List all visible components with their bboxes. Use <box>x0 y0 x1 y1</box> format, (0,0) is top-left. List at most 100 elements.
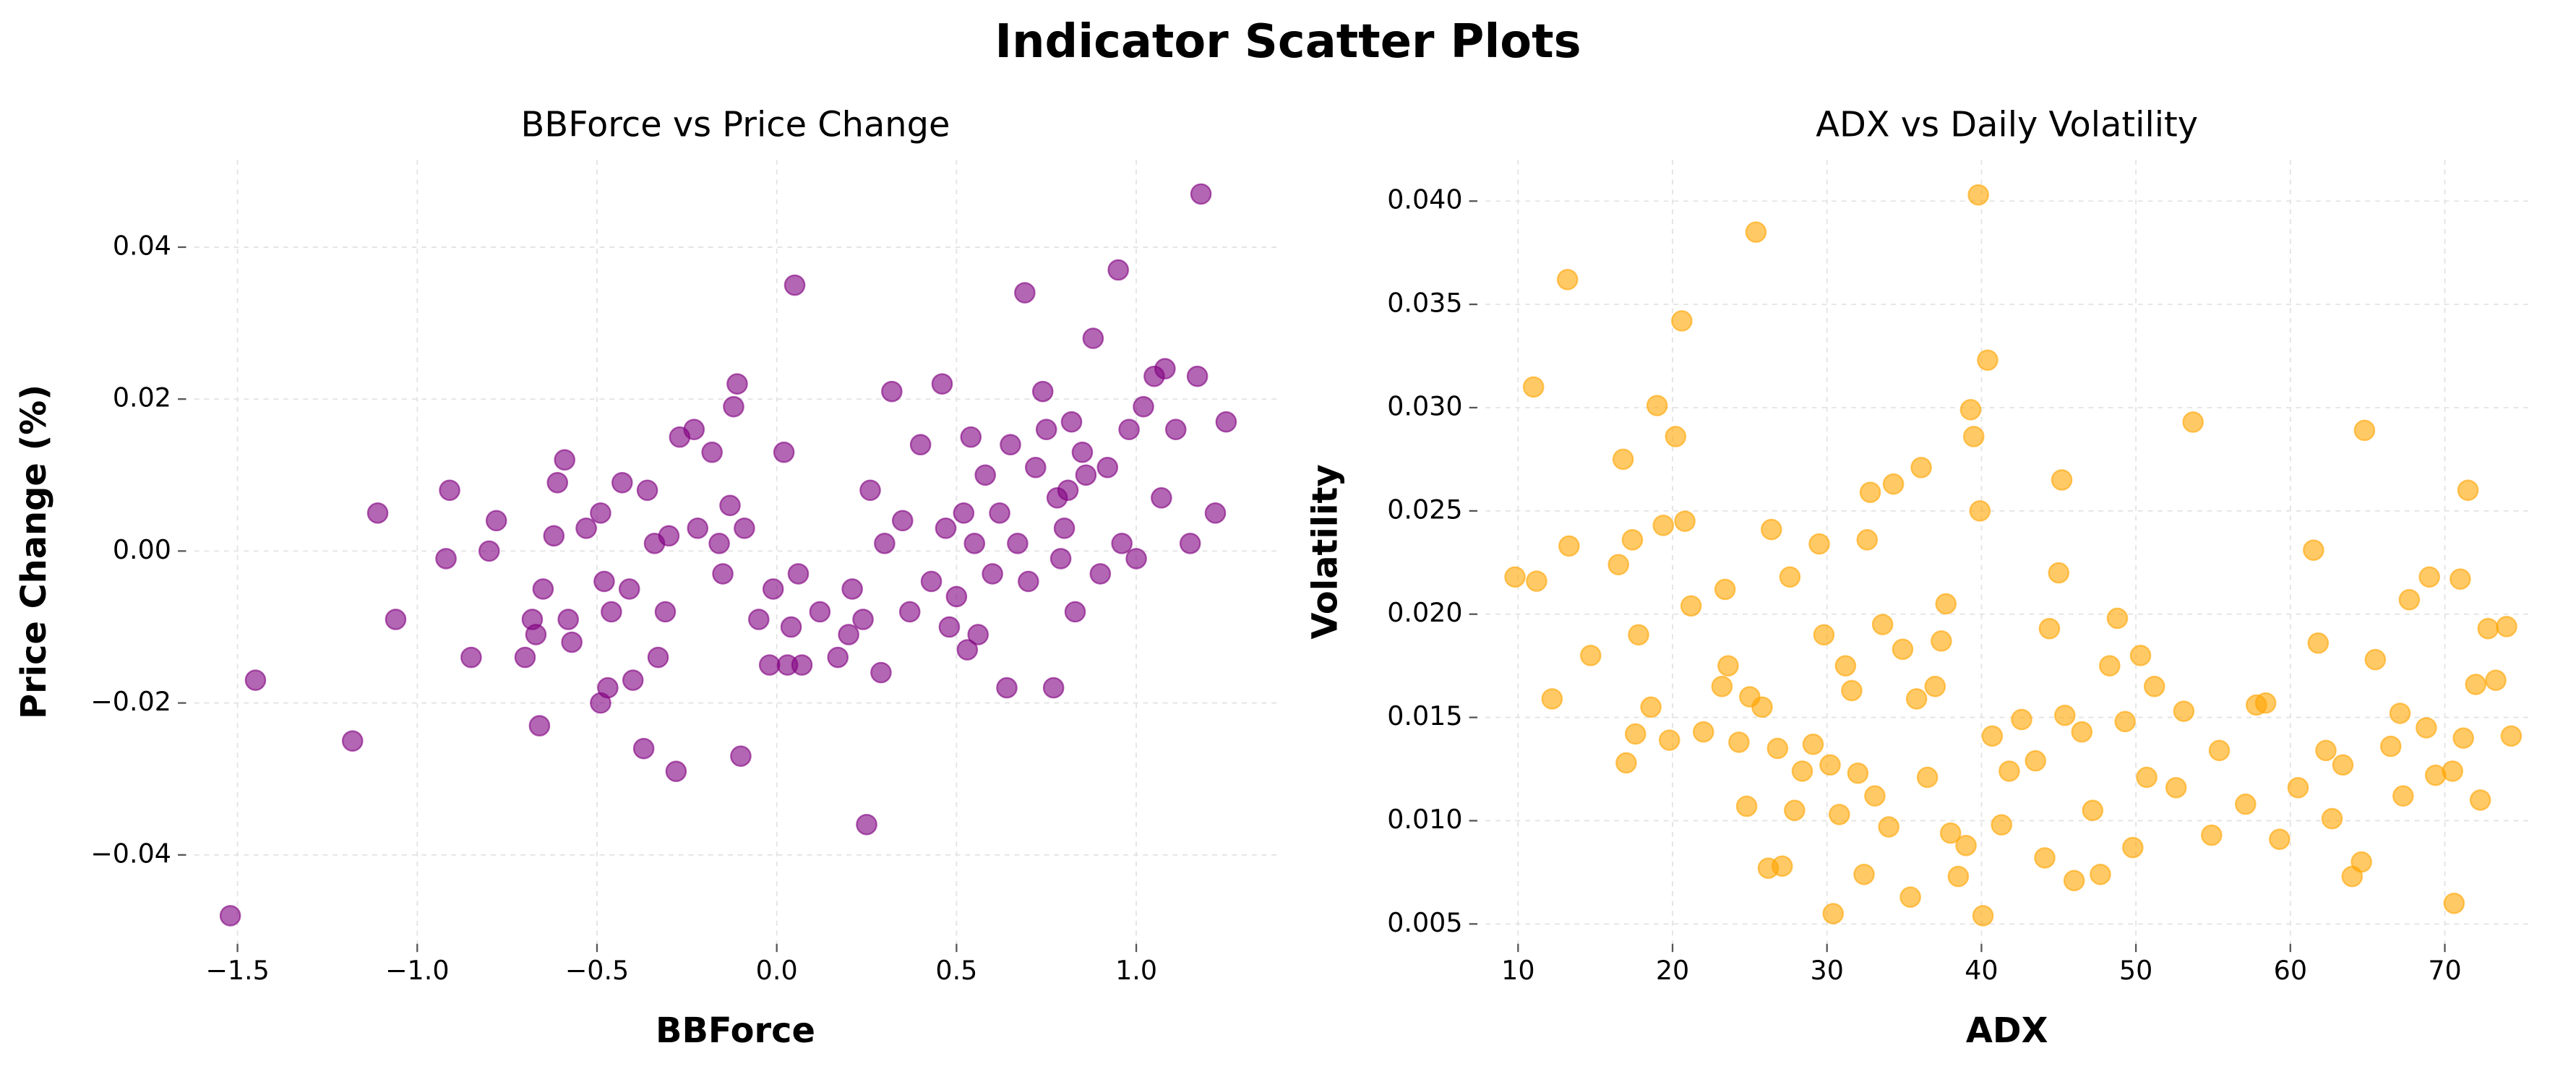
point <box>1007 533 1029 554</box>
point <box>1674 510 1696 532</box>
point <box>2025 750 2047 772</box>
y-tick-label: 0.040 <box>1387 184 1462 215</box>
point <box>219 905 241 927</box>
point <box>514 646 536 669</box>
point <box>1665 426 1687 447</box>
point <box>1717 655 1739 677</box>
y-axis-label: Price Change (%) <box>14 385 54 719</box>
point <box>1899 886 1921 909</box>
point <box>989 502 1010 524</box>
point <box>385 609 407 630</box>
point <box>1646 395 1668 416</box>
point <box>1939 822 1962 844</box>
y-tick-label: 0.010 <box>1387 804 1462 835</box>
point <box>2332 754 2354 776</box>
point <box>2114 710 2136 733</box>
x-tick-label: 30 <box>1811 955 1844 986</box>
x-tick-label: −1.0 <box>385 955 450 986</box>
point <box>366 502 389 524</box>
point <box>2143 675 2165 697</box>
point <box>1164 418 1187 441</box>
point <box>791 654 813 676</box>
point <box>809 601 831 623</box>
point <box>1151 486 1172 509</box>
point <box>2235 793 2257 815</box>
point <box>1118 418 1140 441</box>
point <box>1916 766 1939 789</box>
point <box>1024 456 1047 478</box>
point <box>1714 578 1736 601</box>
point <box>2048 562 2070 584</box>
point <box>2392 785 2414 807</box>
point <box>967 624 989 645</box>
point <box>593 570 615 593</box>
point <box>590 502 611 524</box>
point <box>557 609 579 630</box>
point <box>1779 566 1801 588</box>
point <box>2398 588 2421 611</box>
point <box>1000 434 1021 456</box>
point <box>1751 696 1773 718</box>
point <box>546 471 569 494</box>
x-tick-label: 0.5 <box>935 955 977 986</box>
point <box>636 479 658 502</box>
point <box>1064 601 1086 623</box>
point <box>1771 855 1793 877</box>
points <box>219 183 1237 927</box>
point <box>611 471 633 494</box>
point <box>1981 725 2004 747</box>
point <box>1541 688 1563 710</box>
point <box>2051 469 2073 491</box>
point <box>956 639 979 661</box>
point <box>1834 655 1857 677</box>
y-axis-label: Volatility <box>1306 464 1346 639</box>
point <box>439 479 460 502</box>
point <box>963 533 986 554</box>
point <box>859 479 881 502</box>
point <box>2071 721 2093 743</box>
y-tick-label: 0.005 <box>1387 907 1462 938</box>
point <box>2418 566 2440 588</box>
point <box>1111 533 1133 554</box>
point <box>1931 630 1952 652</box>
point <box>2465 674 2487 695</box>
point <box>1035 418 1057 441</box>
point <box>1735 795 1758 817</box>
point <box>2416 717 2437 739</box>
x-tick-label: 0.0 <box>756 955 798 986</box>
point <box>597 677 619 699</box>
point <box>1829 804 1850 825</box>
point <box>1082 327 1104 349</box>
point <box>658 525 680 547</box>
point <box>341 730 364 752</box>
point <box>485 510 507 532</box>
point <box>1680 595 1702 617</box>
point <box>1962 426 1985 447</box>
point <box>2165 776 2187 799</box>
x-axis-label: BBForce <box>656 1011 815 1051</box>
point <box>2469 789 2491 811</box>
point <box>1882 473 1905 495</box>
point <box>1053 518 1076 539</box>
point <box>2011 708 2032 731</box>
point <box>701 441 723 463</box>
point <box>1864 785 1886 807</box>
point <box>827 646 849 669</box>
point <box>2315 739 2337 762</box>
point <box>1935 593 1957 615</box>
point <box>730 745 752 767</box>
point <box>1615 752 1637 774</box>
point <box>575 518 597 539</box>
point <box>2496 616 2517 637</box>
x-tick-label: 20 <box>1656 955 1689 986</box>
point <box>874 533 896 554</box>
point <box>1579 645 1602 666</box>
point <box>1556 269 1579 291</box>
point <box>1125 548 1147 570</box>
point <box>1847 762 1869 784</box>
point <box>1871 614 1894 635</box>
point <box>1031 380 1054 403</box>
point <box>1107 259 1130 281</box>
point <box>1504 566 1526 588</box>
